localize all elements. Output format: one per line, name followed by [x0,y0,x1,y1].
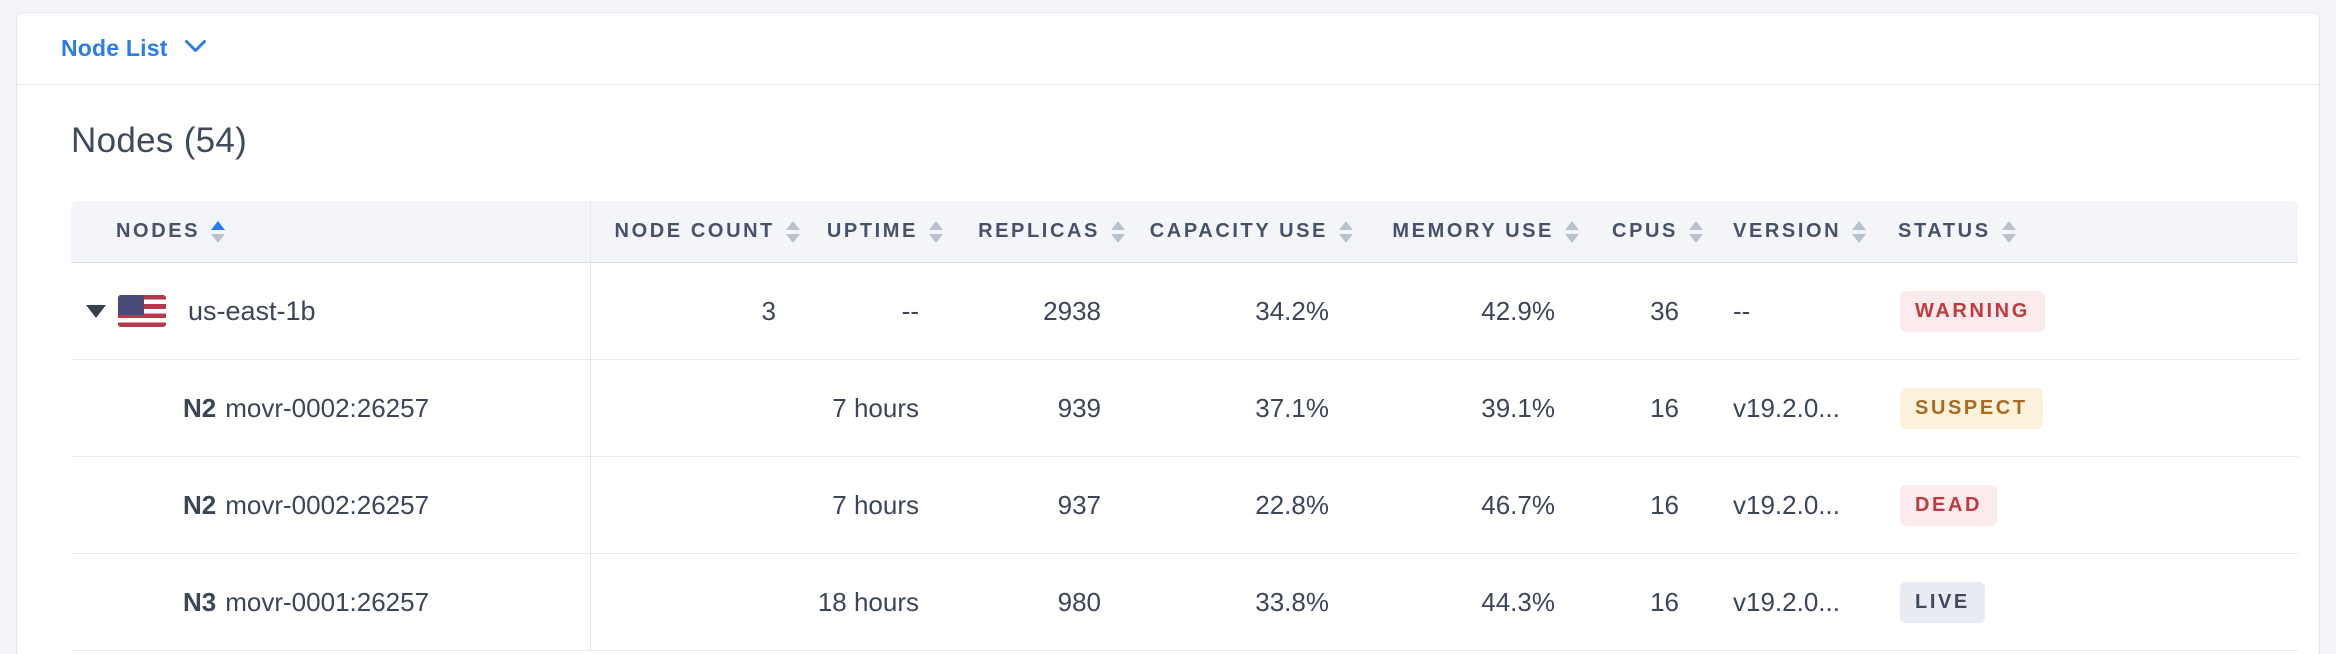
sort-icon[interactable] [929,220,943,243]
capacity-use-cell: 34.2% [1255,295,1329,326]
column-header-nodes[interactable]: NODES [71,201,591,262]
nodes-table: NODES NODE COUNT UPTIME REPLICAS CAPACIT… [71,201,2298,651]
table-header-row: NODES NODE COUNT UPTIME REPLICAS CAPACIT… [71,201,2298,263]
cpus-cell: 16 [1650,586,1679,617]
replicas-cell: 939 [1057,392,1101,423]
status-badge: SUSPECT [1900,387,2043,429]
node-id: N2 [183,489,217,520]
column-header-version[interactable]: VERSION [1709,201,1898,262]
capacity-use-cell: 33.8% [1255,586,1329,617]
uptime-cell: 7 hours [832,489,919,520]
expand-collapse-caret-icon[interactable] [86,304,106,318]
node-address[interactable]: movr-0001:26257 [225,586,430,617]
capacity-use-cell: 22.8% [1255,489,1329,520]
node-address[interactable]: movr-0002:26257 [225,392,430,423]
table-row-node: N2 movr-0002:26257 7 hours 937 22.8% 46.… [71,457,2298,554]
cpus-cell: 36 [1650,295,1679,326]
status-cell: DEAD [1898,457,2298,553]
node-count-cell [591,554,806,650]
table-row-node: N3 movr-0001:26257 18 hours 980 33.8% 44… [71,554,2298,651]
node-count-cell [591,360,806,456]
us-flag-icon [118,295,166,327]
status-badge: DEAD [1900,484,1998,526]
sort-icon[interactable] [1111,220,1125,243]
table-row-region: us-east-1b 3 -- 2938 34.2% 42.9% 36 -- W… [71,263,2298,360]
node-list-dropdown-label: Node List [61,35,168,61]
memory-use-cell: 39.1% [1481,392,1555,423]
sort-icon[interactable] [786,220,800,243]
node-address[interactable]: movr-0002:26257 [225,489,430,520]
node-name-cell: N3 movr-0001:26257 [71,554,591,650]
status-cell: SUSPECT [1898,360,2298,456]
status-badge: LIVE [1900,581,1985,623]
sort-icon[interactable] [1339,220,1353,243]
region-cell: us-east-1b [71,263,591,359]
memory-use-cell: 46.7% [1481,489,1555,520]
sort-icon[interactable] [2001,220,2016,243]
column-header-replicas[interactable]: REPLICAS [949,201,1131,262]
sort-icon[interactable] [1852,220,1867,243]
sort-icon[interactable] [211,220,226,243]
replicas-cell: 937 [1057,489,1101,520]
node-list-dropdown[interactable]: Node List [61,35,207,62]
uptime-cell: 7 hours [832,392,919,423]
replicas-cell: 2938 [1043,295,1101,326]
nodes-section: Nodes (54) NODES NODE COUNT UPTIME REPLI… [17,121,2319,651]
chevron-down-icon [184,39,207,59]
version-cell: -- [1733,295,1751,326]
view-switcher-bar: Node List [17,13,2319,85]
node-list-card: Node List Nodes (54) NODES NODE COUNT [16,12,2320,654]
version-cell: v19.2.0... [1733,489,1840,520]
column-header-capacity-use[interactable]: CAPACITY USE [1131,201,1359,262]
node-name-cell: N2 movr-0002:26257 [71,360,591,456]
uptime-cell: -- [901,295,919,326]
sort-icon[interactable] [1565,220,1579,243]
node-count-cell [591,457,806,553]
uptime-cell: 18 hours [817,586,919,617]
status-badge: WARNING [1900,290,2045,332]
table-row-node: N2 movr-0002:26257 7 hours 939 37.1% 39.… [71,360,2298,457]
column-header-memory-use[interactable]: MEMORY USE [1359,201,1585,262]
sort-icon[interactable] [1689,220,1703,243]
column-header-cpus[interactable]: CPUS [1585,201,1709,262]
cpus-cell: 16 [1650,489,1679,520]
replicas-cell: 980 [1057,586,1101,617]
page-title: Nodes (54) [71,121,248,160]
cpus-cell: 16 [1650,392,1679,423]
node-name-cell: N2 movr-0002:26257 [71,457,591,553]
version-cell: v19.2.0... [1733,392,1840,423]
node-id: N3 [183,586,217,617]
column-header-uptime[interactable]: UPTIME [806,201,949,262]
status-cell: WARNING [1898,263,2298,359]
status-cell: LIVE [1898,554,2298,650]
region-name[interactable]: us-east-1b [188,295,316,326]
node-id: N2 [183,392,217,423]
capacity-use-cell: 37.1% [1255,392,1329,423]
node-count-cell: 3 [761,295,776,326]
column-header-node-count[interactable]: NODE COUNT [591,201,806,262]
column-header-status[interactable]: STATUS [1898,201,2298,262]
version-cell: v19.2.0... [1733,586,1840,617]
memory-use-cell: 44.3% [1481,586,1555,617]
memory-use-cell: 42.9% [1481,295,1555,326]
